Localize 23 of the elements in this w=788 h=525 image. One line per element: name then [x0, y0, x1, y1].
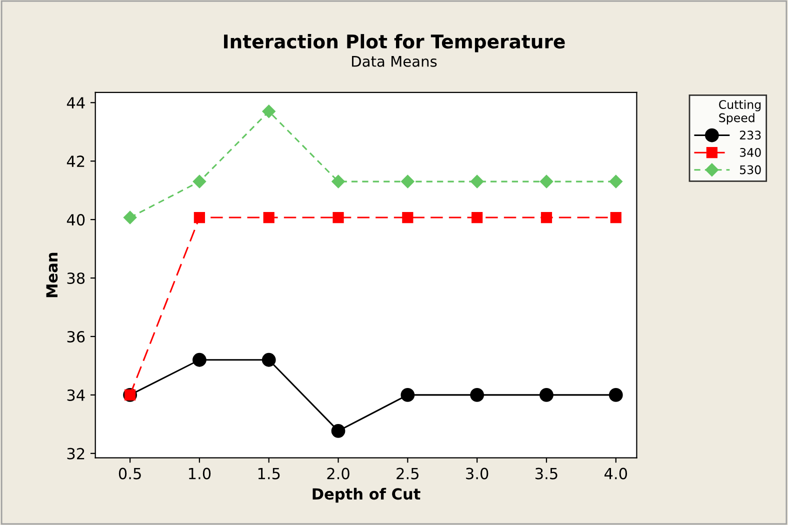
- chart-title: Interaction Plot for Temperature: [224, 34, 565, 52]
- y-tick-label: 34: [67, 389, 85, 401]
- x-tick-label: 0.5: [118, 468, 141, 480]
- y-tick-label: 40: [66, 214, 85, 226]
- y-tick-label: 32: [67, 448, 84, 460]
- y-tick-label: 36: [67, 330, 85, 343]
- x-axis-title: Depth of Cut: [312, 488, 420, 503]
- x-tick-label: 1.5: [258, 468, 280, 480]
- y-tick-label: 44: [66, 97, 85, 108]
- x-tick-label: 3.0: [466, 468, 488, 480]
- legend-label: 233: [740, 130, 761, 140]
- legend-label: 530: [740, 165, 761, 174]
- x-tick-label: 3.5: [535, 468, 558, 480]
- x-tick-label: 1.0: [188, 468, 211, 480]
- x-tick-label: 4.0: [604, 468, 628, 480]
- x-tick-label: 2.0: [327, 468, 350, 480]
- legend-title: Cutting Speed: [719, 100, 761, 125]
- y-tick-label: 42: [66, 156, 84, 167]
- legend-label: 340: [740, 148, 761, 157]
- y-axis-title: Mean: [46, 252, 58, 298]
- chart-subtitle: Data Means: [352, 56, 437, 67]
- x-tick-label: 2.5: [396, 468, 418, 480]
- y-tick-label: 38: [67, 272, 85, 284]
